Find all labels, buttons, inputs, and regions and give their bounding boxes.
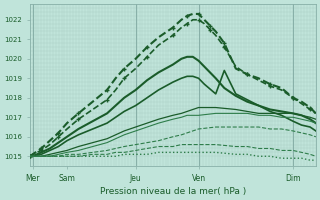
X-axis label: Pression niveau de la mer( hPa ): Pression niveau de la mer( hPa ) bbox=[100, 187, 246, 196]
